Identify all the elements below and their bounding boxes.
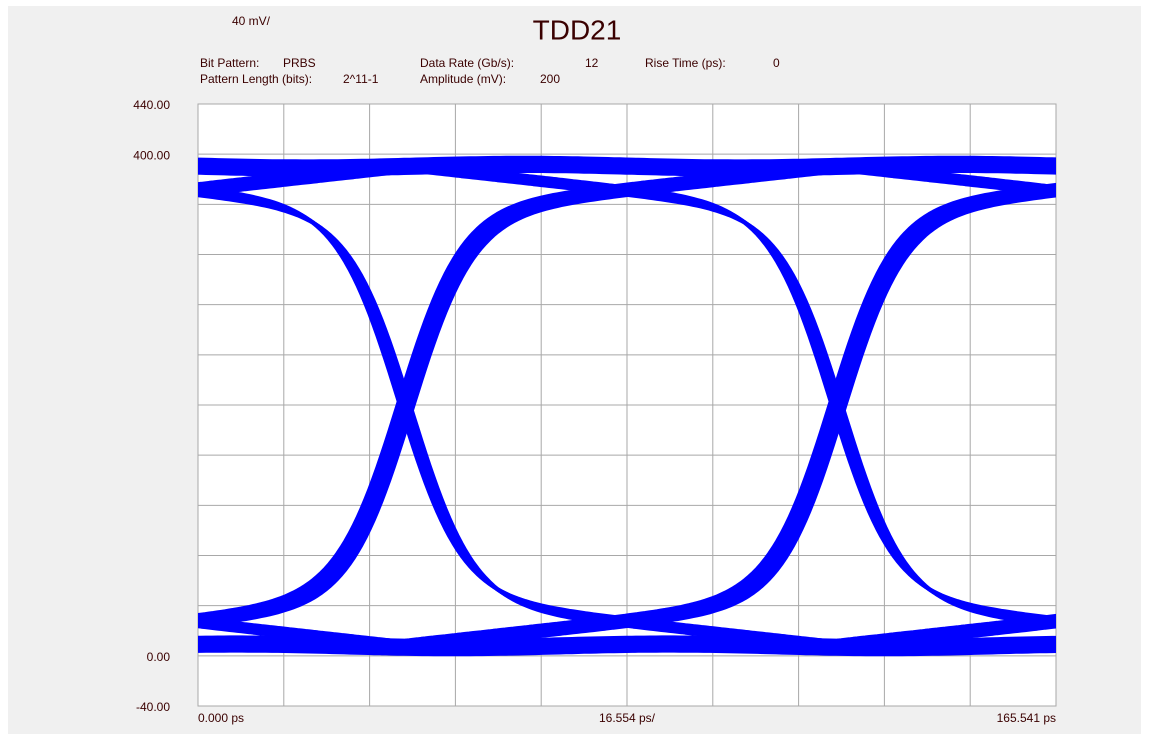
y-tick-label: 400.00 xyxy=(133,148,170,162)
y-tick-label: 0.00 xyxy=(147,650,171,664)
falling-edge xyxy=(405,168,1056,628)
eye-traces xyxy=(198,155,1056,657)
field-label: Bit Pattern: xyxy=(200,56,259,70)
plot-border xyxy=(197,103,1057,707)
chart-title: TDD21 xyxy=(533,14,622,45)
falling-edge xyxy=(198,193,834,652)
grid xyxy=(197,103,1057,707)
eye-level-band xyxy=(198,642,1056,650)
eye-level-band xyxy=(198,646,1056,654)
eye-level-band xyxy=(198,644,1056,652)
rising-edge xyxy=(198,169,402,197)
y-tick-label: -40.00 xyxy=(136,700,170,714)
field-label: Amplitude (mV): xyxy=(420,72,506,86)
field-value: 12 xyxy=(585,56,599,70)
axis-labels: 440.00 400.00 0.00 -40.00 0.000 ps 165.541 ps xyxy=(133,98,1056,725)
eye-level-band xyxy=(198,648,1056,657)
x-tick-label: 165.541 ps xyxy=(997,711,1056,725)
eye-level-band xyxy=(198,158,1056,166)
rising-edge xyxy=(198,169,834,628)
field-label: Rise Time (ps): xyxy=(645,56,726,70)
field-label: Data Rate (Gb/s): xyxy=(420,56,514,70)
falling-edge xyxy=(837,168,1056,197)
eye-level-band xyxy=(198,160,1056,168)
y-tick-label: 440.00 xyxy=(133,98,170,112)
field-value: 2^11-1 xyxy=(343,72,379,86)
field-value: PRBS xyxy=(283,56,316,70)
eye-level-band xyxy=(198,155,1056,164)
rising-edge xyxy=(405,193,1056,653)
x-division: 16.554 ps/ xyxy=(599,711,656,725)
field-label: Pattern Length (bits): xyxy=(200,72,312,86)
y-division: 40 mV/ xyxy=(232,14,271,28)
x-tick-label: 0.000 ps xyxy=(198,711,244,725)
field-value: 200 xyxy=(540,72,560,86)
falling-edge xyxy=(198,624,402,652)
rising-edge xyxy=(837,624,1056,653)
field-value: 0 xyxy=(773,56,780,70)
